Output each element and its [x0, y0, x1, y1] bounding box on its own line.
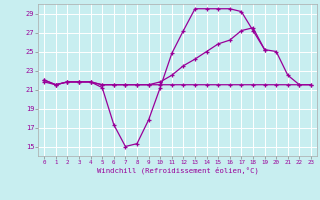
- X-axis label: Windchill (Refroidissement éolien,°C): Windchill (Refroidissement éolien,°C): [97, 167, 259, 174]
